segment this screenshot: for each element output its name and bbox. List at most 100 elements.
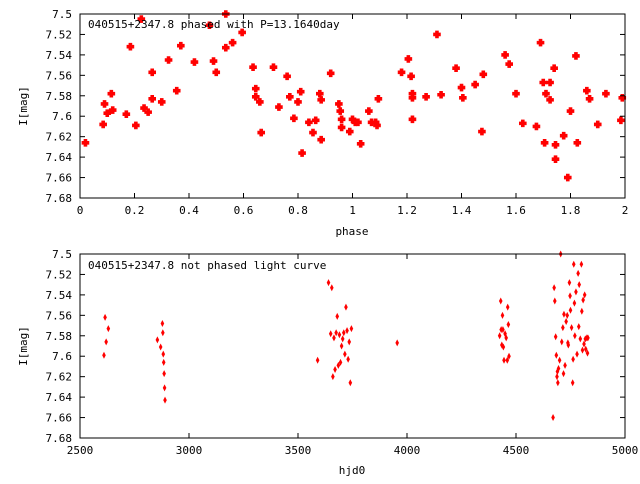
unphased-data-point (571, 260, 576, 268)
unphased-data-point (561, 370, 566, 378)
phased-data-point (356, 140, 365, 148)
unphased-x-tick-label: 4000 (394, 444, 421, 457)
phased-y-tick-label: 7.66 (46, 172, 73, 185)
phased-data-point (404, 55, 413, 63)
unphased-data-point (161, 329, 165, 337)
phased-y-tick-label: 7.64 (46, 151, 73, 164)
unphased-data-point (581, 296, 585, 304)
unphased-data-point (554, 351, 559, 359)
phased-y-tick-label: 7.52 (46, 28, 73, 41)
phased-data-point (317, 96, 325, 104)
phased-data-point (256, 98, 264, 106)
phased-data-point (550, 64, 558, 72)
unphased-data-point (555, 373, 559, 381)
unphased-data-point (395, 339, 399, 347)
phased-data-point (532, 122, 541, 131)
unphased-data-point (577, 281, 582, 289)
unphased-x-tick-label: 4500 (503, 444, 530, 457)
unphased-data-point (155, 336, 160, 344)
unphased-data-point (568, 292, 572, 300)
unphased-data-point (161, 358, 166, 366)
unphased-y-tick-label: 7.64 (46, 391, 73, 404)
phased-data-point (519, 119, 527, 128)
unphased-data-point (501, 326, 505, 334)
unphased-data-point (571, 355, 575, 363)
unphased-data-point (563, 361, 567, 369)
unphased-data-point (332, 334, 336, 342)
unphased-data-point (102, 351, 106, 359)
phased-data-point (573, 139, 582, 147)
phased-data-point (311, 116, 320, 125)
phased-y-tick-label: 7.68 (46, 192, 73, 205)
phased-x-tick-label: 1 (349, 204, 356, 217)
unphased-y-tick-label: 7.6 (52, 350, 72, 363)
phased-y-axis-label: I[mag] (17, 86, 30, 126)
unphased-data-point (502, 356, 506, 364)
phased-data-point (618, 94, 627, 102)
unphased-data-point (104, 338, 108, 346)
unphased-data-point (329, 284, 334, 292)
phased-data-point (305, 118, 313, 127)
unphased-data-point (572, 299, 577, 307)
unphased-data-point (586, 334, 590, 342)
phased-data-point (408, 115, 417, 124)
phased-data-point (228, 38, 237, 47)
phased-data-point (459, 94, 467, 102)
phased-data-point (563, 173, 572, 182)
phased-data-point (137, 15, 146, 23)
phased-data-point (354, 118, 362, 127)
unphased-data-point (506, 321, 511, 329)
unphased-data-point (497, 332, 502, 340)
unphased-x-tick-label: 5000 (612, 444, 639, 457)
unphased-data-point (103, 313, 107, 321)
unphased-data-point (557, 356, 562, 364)
unphased-y-tick-label: 7.68 (46, 432, 73, 445)
phased-data-point (437, 90, 445, 99)
phased-data-point (505, 60, 513, 68)
unphased-data-point (331, 373, 335, 381)
phased-data-point (471, 80, 479, 89)
phased-data-point (148, 68, 157, 77)
unphased-data-point (553, 333, 558, 341)
phased-x-tick-label: 1.2 (397, 204, 417, 217)
phased-data-point (512, 89, 520, 98)
unphased-data-point (505, 303, 510, 311)
unphased-data-point (504, 334, 508, 342)
unphased-y-axis-label: I[mag] (17, 326, 30, 366)
unphased-data-point (576, 269, 580, 277)
unphased-data-point (579, 260, 584, 268)
unphased-data-point (583, 345, 588, 353)
unphased-data-point (106, 325, 111, 333)
unphased-data-point (315, 356, 320, 364)
phased-data-point (309, 128, 317, 137)
phased-data-point (108, 106, 117, 114)
unphased-data-point (578, 335, 583, 343)
phased-data-point (559, 131, 568, 140)
unphased-data-point (335, 312, 340, 320)
unphased-data-point (585, 349, 590, 357)
unphased-chart: 2500 3000 3500 4000 4500 5000 7.5 7.52 7.54 7.56 7… (17, 248, 638, 477)
phased-data-point (335, 100, 343, 108)
unphased-x-axis-label: hjd0 (339, 464, 366, 477)
unphased-y-tick-label: 7.66 (46, 412, 73, 425)
phased-chart-title: 040515+2347.8 phased with P=13.1640day (88, 18, 340, 31)
phased-data-point (283, 72, 291, 81)
phased-data-point (551, 155, 560, 163)
phased-data-point (286, 93, 294, 101)
phased-x-tick-label: 1.8 (561, 204, 581, 217)
phased-x-tick-label: 0.2 (125, 204, 145, 217)
unphased-data-point (573, 332, 577, 340)
unphased-data-point (336, 361, 341, 369)
phased-data-point (209, 57, 218, 65)
unphased-data-point (556, 379, 560, 387)
unphased-data-point (162, 384, 167, 392)
unphased-data-point (582, 291, 587, 299)
unphased-data-point (566, 341, 571, 349)
phased-data-point (294, 98, 302, 106)
unphased-data-point (500, 311, 505, 319)
unphased-data-point (562, 310, 566, 318)
unphased-data-point (333, 366, 337, 374)
phased-data-points (81, 10, 627, 182)
unphased-data-point (564, 317, 568, 325)
phased-data-point (433, 30, 441, 39)
